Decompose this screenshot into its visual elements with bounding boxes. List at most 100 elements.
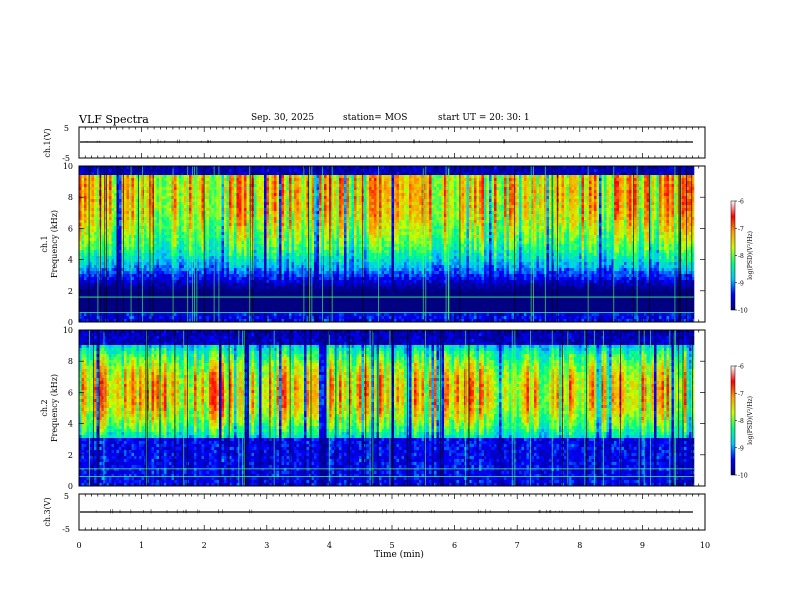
spectrogram-cell: [246, 181, 250, 185]
spectrogram-cell: [204, 313, 207, 317]
spectrogram-cell: [286, 208, 290, 212]
spectrogram-cell: [204, 280, 207, 284]
spectrogram-cell: [84, 169, 87, 173]
spectrogram-cell: [111, 289, 115, 293]
spectrogram-cell: [239, 307, 242, 311]
spectrogram-cell: [114, 247, 117, 251]
spectrogram-cell: [304, 217, 307, 221]
spectrogram-cell: [84, 304, 87, 308]
spectrogram-cell: [229, 316, 232, 320]
spectrogram-cell: [296, 259, 300, 263]
spectrogram-cell: [234, 256, 237, 260]
spectrogram-cell: [84, 172, 87, 176]
spectrogram-cell: [189, 220, 192, 224]
spectrogram-cell: [114, 274, 117, 278]
spectrogram-cell: [114, 307, 117, 311]
spectrogram-cell: [84, 247, 87, 251]
spectrogram-cell: [166, 238, 170, 242]
spectrogram-cell: [211, 277, 215, 281]
spectrogram-cell: [221, 181, 225, 185]
spectrogram-cell: [116, 313, 120, 317]
spectrogram-cell: [286, 178, 290, 182]
spectrogram-cell: [184, 199, 187, 203]
spectrogram-cell: [226, 241, 230, 245]
spectrogram-cell: [79, 232, 82, 236]
spectrogram-cell: [196, 184, 200, 188]
spectrogram-cell: [276, 238, 280, 242]
spectrogram-cell: [209, 217, 212, 221]
spectrogram-cell: [116, 244, 120, 248]
spectrogram-cell: [129, 220, 132, 224]
spectrogram-cell: [174, 184, 177, 188]
spectrogram-cell: [154, 232, 157, 236]
spectrogram-cell: [189, 244, 192, 248]
spectrogram-cell: [224, 250, 227, 254]
spectrogram-cell: [84, 292, 87, 296]
spectrogram-cell: [269, 217, 272, 221]
spectrogram-cell: [266, 280, 270, 284]
spectrogram-cell: [176, 220, 180, 224]
spectrogram-cell: [166, 310, 170, 314]
spectrogram-cell: [111, 172, 115, 176]
spectrogram-cell: [91, 310, 95, 314]
spectrogram-cell: [206, 196, 210, 200]
spectrogram-cell: [191, 307, 195, 311]
spectrogram-cell: [239, 256, 242, 260]
spectrogram-cell: [199, 289, 202, 293]
spectrogram-cell: [191, 244, 195, 248]
spectrogram-cell: [216, 175, 220, 179]
spectrogram-cell: [224, 256, 227, 260]
spectrogram-cell: [204, 196, 207, 200]
spectrogram-cell: [129, 286, 132, 290]
spectrogram-cell: [104, 214, 107, 218]
spectrogram-cell: [236, 232, 240, 236]
spectrogram-cell: [119, 223, 122, 227]
spectrogram-cell: [276, 226, 280, 230]
spectrogram-cell: [219, 286, 222, 290]
spectrogram-cell: [121, 196, 125, 200]
spectrogram-cell: [109, 199, 112, 203]
spectrogram-cell: [276, 289, 280, 293]
spectrogram-cell: [211, 280, 215, 284]
spectrogram-cell: [139, 307, 142, 311]
spectrogram-cell: [299, 187, 302, 191]
spectrogram-cell: [131, 238, 135, 242]
spectrogram-cell: [79, 187, 82, 191]
spectrogram-cell: [304, 247, 307, 251]
spectrogram-cell: [259, 253, 262, 257]
spectrogram-cell: [296, 235, 300, 239]
spectrogram-cell: [254, 205, 257, 209]
spectrogram-cell: [181, 226, 185, 230]
spectrogram-cell: [231, 232, 235, 236]
spectrogram-cell: [264, 172, 267, 176]
spectrogram-cell: [174, 235, 177, 239]
spectrogram-cell: [254, 217, 257, 221]
spectrogram-cell: [246, 286, 250, 290]
spectrogram-cell: [196, 283, 200, 287]
spectrogram-cell: [234, 211, 237, 215]
spectrogram-cell: [234, 262, 237, 266]
spectrogram-cell: [226, 202, 230, 206]
spectrogram-cell: [136, 271, 140, 275]
spectrogram-cell: [199, 304, 202, 308]
spectrogram-cell: [289, 256, 292, 260]
spectrogram-cell: [106, 181, 110, 185]
spectrogram-cell: [164, 271, 167, 275]
spectrogram-cell: [159, 286, 162, 290]
spectrogram-cell: [106, 223, 110, 227]
spectrogram-cell: [216, 274, 220, 278]
spectrogram-cell: [161, 205, 165, 209]
spectrogram-cell: [131, 235, 135, 239]
spectrogram-cell: [294, 286, 297, 290]
spectrogram-cell: [239, 226, 242, 230]
spectrogram-cell: [94, 178, 97, 182]
spectrogram-cell: [269, 166, 272, 170]
spectrogram-cell: [229, 280, 232, 284]
spectrogram-cell: [184, 223, 187, 227]
spectrogram-cell: [79, 304, 82, 308]
spectrogram-cell: [136, 262, 140, 266]
spectrogram-cell: [236, 256, 240, 260]
spectrogram-cell: [149, 244, 152, 248]
spectrogram-cell: [239, 181, 242, 185]
spectrogram-cell: [214, 271, 217, 275]
